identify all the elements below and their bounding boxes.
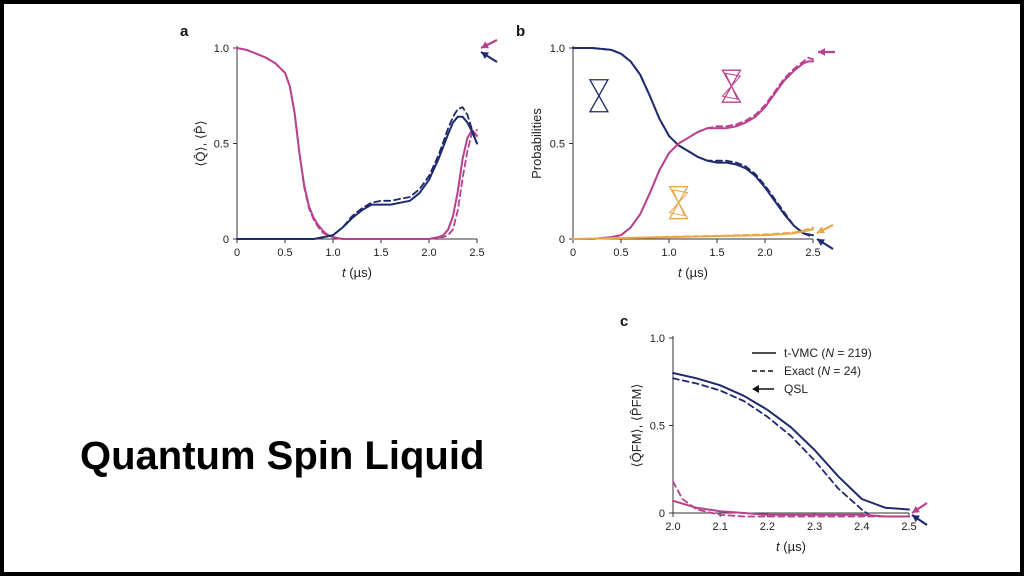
legend-entry: QSL (784, 382, 808, 396)
x-tick-label: 2.0 (421, 247, 436, 259)
x-tick-label: 1.5 (373, 247, 388, 259)
x-tick-label: 0 (234, 247, 240, 259)
hourglass-icon (588, 79, 610, 113)
x-tick-label: 2.5 (469, 247, 484, 259)
x-axis-label: t (µs) (678, 265, 708, 280)
x-tick-label: 2.0 (665, 521, 680, 533)
legend-entry: t-VMC (N = 219) (784, 346, 872, 360)
x-tick-label: 2.1 (713, 521, 728, 533)
legend-entry: Exact (N = 24) (784, 364, 861, 378)
figure-frame: a 0 0.5 1.0 1.5 2.0 2.5 0 0.5 1.0 t (µs) ⟨Q̂⟩, ⟨P̂⟩… (4, 4, 1020, 572)
x-tick-label: 0.5 (613, 247, 628, 259)
y-axis-label: ⟨Q̂⟩, ⟨P̂⟩ (193, 120, 208, 166)
series-line-orange-dashed (572, 226, 814, 240)
y-tick-label: 0.5 (650, 421, 665, 433)
series-line-magenta-solid (672, 499, 910, 518)
panel-letter: a (180, 23, 189, 40)
series-line-navy-dashed (236, 106, 478, 240)
hourglass-shape (588, 79, 610, 113)
legend-swatch-arrow-head (752, 385, 759, 393)
y-tick-label: 0 (559, 234, 565, 246)
y-tick-label: 0.5 (214, 139, 229, 151)
qsl-arrow-orange-head (817, 226, 825, 234)
series-line-navy-dashed (672, 377, 873, 518)
x-tick-label: 2.4 (854, 521, 869, 533)
x-tick-label: 1.0 (325, 247, 340, 259)
x-tick-label: 2.5 (805, 247, 820, 259)
panel-letter: c (620, 313, 628, 330)
y-tick-label: 0 (223, 234, 229, 246)
qsl-arrow-navy-head (817, 239, 825, 246)
qsl-arrow-navy-head (481, 52, 489, 59)
qsl-arrow-magenta-head (818, 48, 826, 56)
x-tick-label: 1.5 (709, 247, 724, 259)
x-axis-label: t (µs) (342, 265, 372, 280)
panel-c: c 2.0 2.1 2.2 2.3 2.4 2.5 0 0.5 1.0 t (µs) ⟨Q̂FM⟩, … (620, 313, 928, 554)
panel-b: b0 0.5 1.0 1.5 2.0 2.500.51.0t (µs)Probabilit… (516, 23, 835, 280)
series-line-magenta-dashed (236, 47, 478, 240)
hourglass-twist (721, 72, 742, 100)
y-tick-label: 1.0 (550, 43, 565, 55)
qsl-arrow-magenta-head (912, 505, 920, 513)
y-tick-label: 0.5 (550, 139, 565, 151)
caption-title: Quantum Spin Liquid (80, 434, 485, 478)
x-tick-label: 2.5 (901, 521, 916, 533)
series-line-navy-solid (236, 115, 478, 240)
hourglass-twisted-icon (668, 186, 689, 220)
x-tick-label: 2.0 (757, 247, 772, 259)
x-tick-label: 0.5 (277, 247, 292, 259)
qsl-arrow-navy-head (912, 515, 920, 523)
series-line-magenta-dashed (572, 56, 814, 240)
series-line-navy-solid (572, 47, 814, 237)
panel-letter: b (516, 23, 525, 40)
panel-a: a0 0.5 1.0 1.5 2.0 2.500.51.0t (µs)⟨Q̂⟩, ⟨P̂⟩ (180, 23, 498, 280)
y-tick-label: 1.0 (214, 43, 229, 55)
hourglass-twist (668, 189, 689, 217)
x-tick-label: 2.2 (760, 521, 775, 533)
figure-canvas: a0 0.5 1.0 1.5 2.0 2.500.51.0t (µs)⟨Q̂⟩, ⟨P̂⟩… (180, 23, 928, 554)
qsl-arrow-magenta-head (481, 41, 489, 49)
series-line-magenta-dashed (672, 480, 910, 518)
y-tick-label: 0 (659, 508, 665, 520)
x-axis-label: t (µs) (776, 539, 806, 554)
y-axis-label: Probabilities (529, 108, 544, 179)
x-tick-label: 0 (570, 247, 576, 259)
series-line-magenta-solid (236, 47, 478, 240)
x-tick-label: 1.0 (661, 247, 676, 259)
y-tick-label: 1.0 (650, 333, 665, 345)
x-tick-label: 2.3 (807, 521, 822, 533)
hourglass-twisted-icon (721, 69, 742, 103)
y-axis-label: ⟨Q̂FM⟩, ⟨P̂FM⟩ (629, 384, 644, 468)
series-line-navy-solid (672, 372, 910, 511)
series-line-navy-dashed (572, 47, 814, 239)
